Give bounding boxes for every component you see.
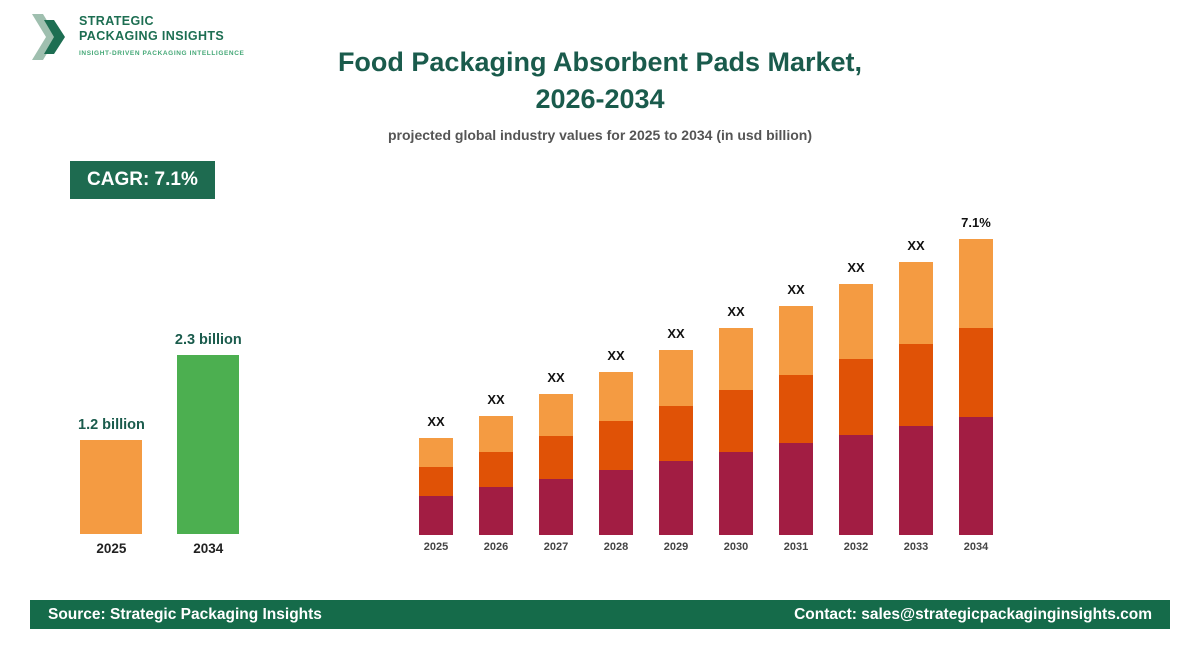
summary-bar-group-2034: 2.3 billion 2034 <box>175 332 242 556</box>
middle-segment <box>899 343 933 426</box>
middle-segment <box>779 374 813 444</box>
top-segment <box>899 262 933 344</box>
bottom-segment <box>899 425 933 535</box>
middle-segment <box>839 359 873 435</box>
year-label: 2033 <box>903 541 929 553</box>
stacked-bar-group-2034: 7.1% 2034 <box>959 215 993 553</box>
year-label: 2031 <box>783 541 809 553</box>
stacked-bar-2031 <box>779 306 813 535</box>
bar-value-label: XX <box>847 260 865 275</box>
year-label: 2030 <box>723 541 749 553</box>
top-segment <box>599 372 633 421</box>
bottom-segment <box>419 496 453 535</box>
title-line2: 2026-2034 <box>535 84 665 114</box>
bar-value-label: XX <box>667 326 685 341</box>
logo-line2: PACKAGING INSIGHTS <box>79 29 225 43</box>
summary-value-label: 2.3 billion <box>174 332 242 348</box>
top-segment <box>539 394 573 437</box>
bar-value-label: XX <box>427 414 445 429</box>
bar-value-label: XX <box>607 348 625 363</box>
stacked-bar-2032 <box>839 284 873 535</box>
middle-segment <box>479 451 513 488</box>
middle-segment <box>659 405 693 461</box>
stacked-bar-2028 <box>599 372 633 535</box>
summary-value-label: 1.2 billion <box>78 417 145 433</box>
bar-value-label: XX <box>487 392 505 407</box>
page-subtitle: projected global industry values for 202… <box>388 127 812 143</box>
top-segment <box>839 284 873 360</box>
middle-segment <box>959 327 993 417</box>
top-segment <box>479 416 513 452</box>
top-segment <box>659 350 693 406</box>
stacked-bar-group-2025: XX 2025 <box>419 414 453 553</box>
summary-bar-2034 <box>177 355 240 534</box>
page-title: Food Packaging Absorbent Pads Market, 20… <box>0 44 1200 118</box>
summary-bar-2025 <box>80 440 143 534</box>
stacked-bar-group-2026: XX 2026 <box>479 392 513 553</box>
logo-text: STRATEGIC PACKAGING INSIGHTS INSIGHT-DRI… <box>79 14 244 57</box>
year-label: 2028 <box>603 541 629 553</box>
middle-segment <box>419 467 453 497</box>
year-label: 2032 <box>843 541 869 553</box>
footer-contact: Contact: sales@strategicpackaginginsight… <box>794 605 1152 623</box>
stacked-bar-2033 <box>899 262 933 535</box>
stacked-bar-group-2028: XX 2028 <box>599 348 633 553</box>
footer-source: Source: Strategic Packaging Insights <box>48 605 322 623</box>
stacked-bar-group-2030: XX 2030 <box>719 304 753 553</box>
logo: STRATEGIC PACKAGING INSIGHTS INSIGHT-DRI… <box>32 14 244 60</box>
bar-value-label: XX <box>787 282 805 297</box>
summary-bar-group-2025: 1.2 billion 2025 <box>78 417 145 556</box>
summary-year-label: 2025 <box>96 541 127 556</box>
logo-tagline: INSIGHT-DRIVEN PACKAGING INTELLIGENCE <box>79 50 245 57</box>
bar-value-label: XX <box>907 238 925 253</box>
top-segment <box>719 328 753 391</box>
bottom-segment <box>839 434 873 535</box>
bottom-segment <box>599 469 633 535</box>
middle-segment <box>599 420 633 470</box>
summary-year-label: 2034 <box>193 541 224 556</box>
bottom-segment <box>479 487 513 535</box>
year-label: 2029 <box>663 541 689 553</box>
logo-line1: STRATEGIC <box>79 14 154 28</box>
middle-segment <box>719 390 753 453</box>
stacked-bar-2025 <box>419 438 453 535</box>
stacked-bar-2029 <box>659 350 693 535</box>
bar-value-label: XX <box>547 370 565 385</box>
bar-value-label: XX <box>727 304 745 319</box>
stacked-bar-2027 <box>539 394 573 535</box>
summary-bar-chart: 1.2 billion 2025 2.3 billion 2034 <box>78 332 242 556</box>
year-label: 2025 <box>423 541 449 553</box>
cagr-badge: CAGR: 7.1% <box>70 161 215 199</box>
stacked-bar-chart: XX 2025 XX 2026 XX 2027 XX 2028 XX 2029 XX 2030 XX 20… <box>419 215 993 553</box>
stacked-bar-group-2027: XX 2027 <box>539 370 573 553</box>
logo-chevron-icon <box>32 14 65 60</box>
middle-segment <box>539 436 573 479</box>
stacked-bar-group-2029: XX 2029 <box>659 326 693 553</box>
stacked-bar-group-2031: XX 2031 <box>779 282 813 553</box>
title-line1: Food Packaging Absorbent Pads Market, <box>337 47 863 77</box>
year-label: 2026 <box>483 541 509 553</box>
bottom-segment <box>659 461 693 535</box>
top-segment <box>959 239 993 328</box>
stacked-bar-2026 <box>479 416 513 535</box>
top-segment <box>419 438 453 468</box>
year-label: 2027 <box>543 541 569 553</box>
stacked-bar-group-2033: XX 2033 <box>899 238 933 553</box>
bottom-segment <box>959 416 993 535</box>
stacked-bar-2034 <box>959 239 993 535</box>
stacked-bar-group-2032: XX 2032 <box>839 260 873 553</box>
top-segment <box>779 306 813 375</box>
stacked-bar-2030 <box>719 328 753 535</box>
year-label: 2034 <box>963 541 989 553</box>
bottom-segment <box>779 443 813 535</box>
bar-value-label: 7.1% <box>961 215 991 230</box>
footer-bar: Source: Strategic Packaging Insights Con… <box>30 600 1170 629</box>
bottom-segment <box>719 452 753 535</box>
title-block: Food Packaging Absorbent Pads Market, 20… <box>0 44 1200 143</box>
bottom-segment <box>539 478 573 535</box>
